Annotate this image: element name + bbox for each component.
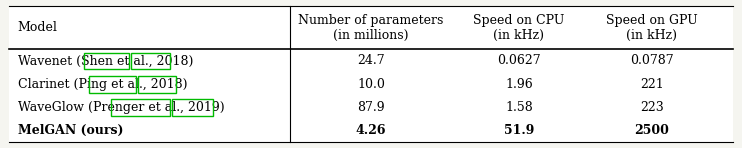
Text: 1.58: 1.58 [505,101,533,114]
Text: Speed on GPU
(in kHz): Speed on GPU (in kHz) [606,13,697,42]
Text: Number of parameters
(in millions): Number of parameters (in millions) [298,13,444,42]
Text: Wavenet (Shen et al., 2018): Wavenet (Shen et al., 2018) [18,54,193,67]
Text: Speed on CPU
(in kHz): Speed on CPU (in kHz) [473,13,565,42]
Text: 87.9: 87.9 [357,101,385,114]
Text: MelGAN (ours): MelGAN (ours) [18,124,123,137]
Bar [172,99,213,116]
Text: 24.7: 24.7 [357,54,385,67]
Text: Clarinet (Ping et al., 2018): Clarinet (Ping et al., 2018) [18,78,187,91]
Text: 10.0: 10.0 [357,78,385,91]
Text: 0.0627: 0.0627 [497,54,541,67]
Bar [131,53,170,69]
Text: 0.0787: 0.0787 [630,54,674,67]
Text: Model: Model [18,21,58,34]
Bar [138,76,176,92]
Text: 221: 221 [640,78,664,91]
Bar [84,53,129,69]
Text: WaveGlow (Prenger et al., 2019): WaveGlow (Prenger et al., 2019) [18,101,224,114]
Text: 2500: 2500 [634,124,669,137]
Text: 51.9: 51.9 [504,124,534,137]
Text: 4.26: 4.26 [355,124,387,137]
Bar [111,99,170,116]
Text: 223: 223 [640,101,664,114]
Bar [89,76,136,92]
Text: 1.96: 1.96 [505,78,533,91]
